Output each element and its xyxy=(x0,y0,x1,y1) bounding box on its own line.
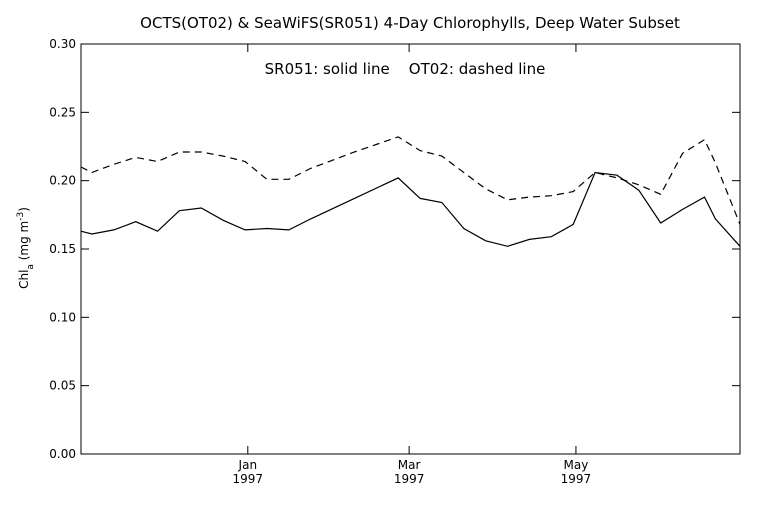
y-tick-label: 0.15 xyxy=(49,242,76,256)
chart-title: OCTS(OT02) & SeaWiFS(SR051) 4-Day Chloro… xyxy=(140,14,680,32)
y-tick-label: 0.20 xyxy=(49,174,76,188)
x-tick-year-label: 1997 xyxy=(394,472,425,486)
y-axis-label: Chla (mg m-3) xyxy=(16,207,36,289)
y-axis-label-subscript: a xyxy=(26,264,36,270)
y-tick-label: 0.05 xyxy=(49,379,76,393)
y-tick-label: 0.10 xyxy=(49,310,76,324)
y-axis-label-base: Chl xyxy=(17,270,31,289)
y-axis-label-superscript: -3 xyxy=(16,212,26,221)
series-layer xyxy=(80,136,741,247)
y-axis: 0.00 0.05 0.10 0.15 0.20 0.25 0.30 xyxy=(49,37,740,461)
series-line-ot02 xyxy=(80,136,741,225)
x-tick-month-label: May xyxy=(564,458,589,472)
y-tick-label: 0.00 xyxy=(49,447,76,461)
plot-frame xyxy=(80,43,741,455)
series-line-sr051 xyxy=(80,171,741,247)
svg-text:Chla (mg m-3): Chla (mg m-3) xyxy=(16,207,36,289)
x-tick-month-label: Mar xyxy=(398,458,421,472)
x-tick-month-label: Jan xyxy=(238,458,258,472)
y-tick-label: 0.30 xyxy=(49,37,76,51)
x-tick-year-label: 1997 xyxy=(233,472,264,486)
series-annotation: SR051: solid line OT02: dashed line xyxy=(265,60,546,78)
y-axis-label-close: ) xyxy=(17,207,31,212)
x-tick-year-label: 1997 xyxy=(561,472,592,486)
y-tick-label: 0.25 xyxy=(49,105,76,119)
y-axis-label-units: (mg m xyxy=(17,221,31,264)
